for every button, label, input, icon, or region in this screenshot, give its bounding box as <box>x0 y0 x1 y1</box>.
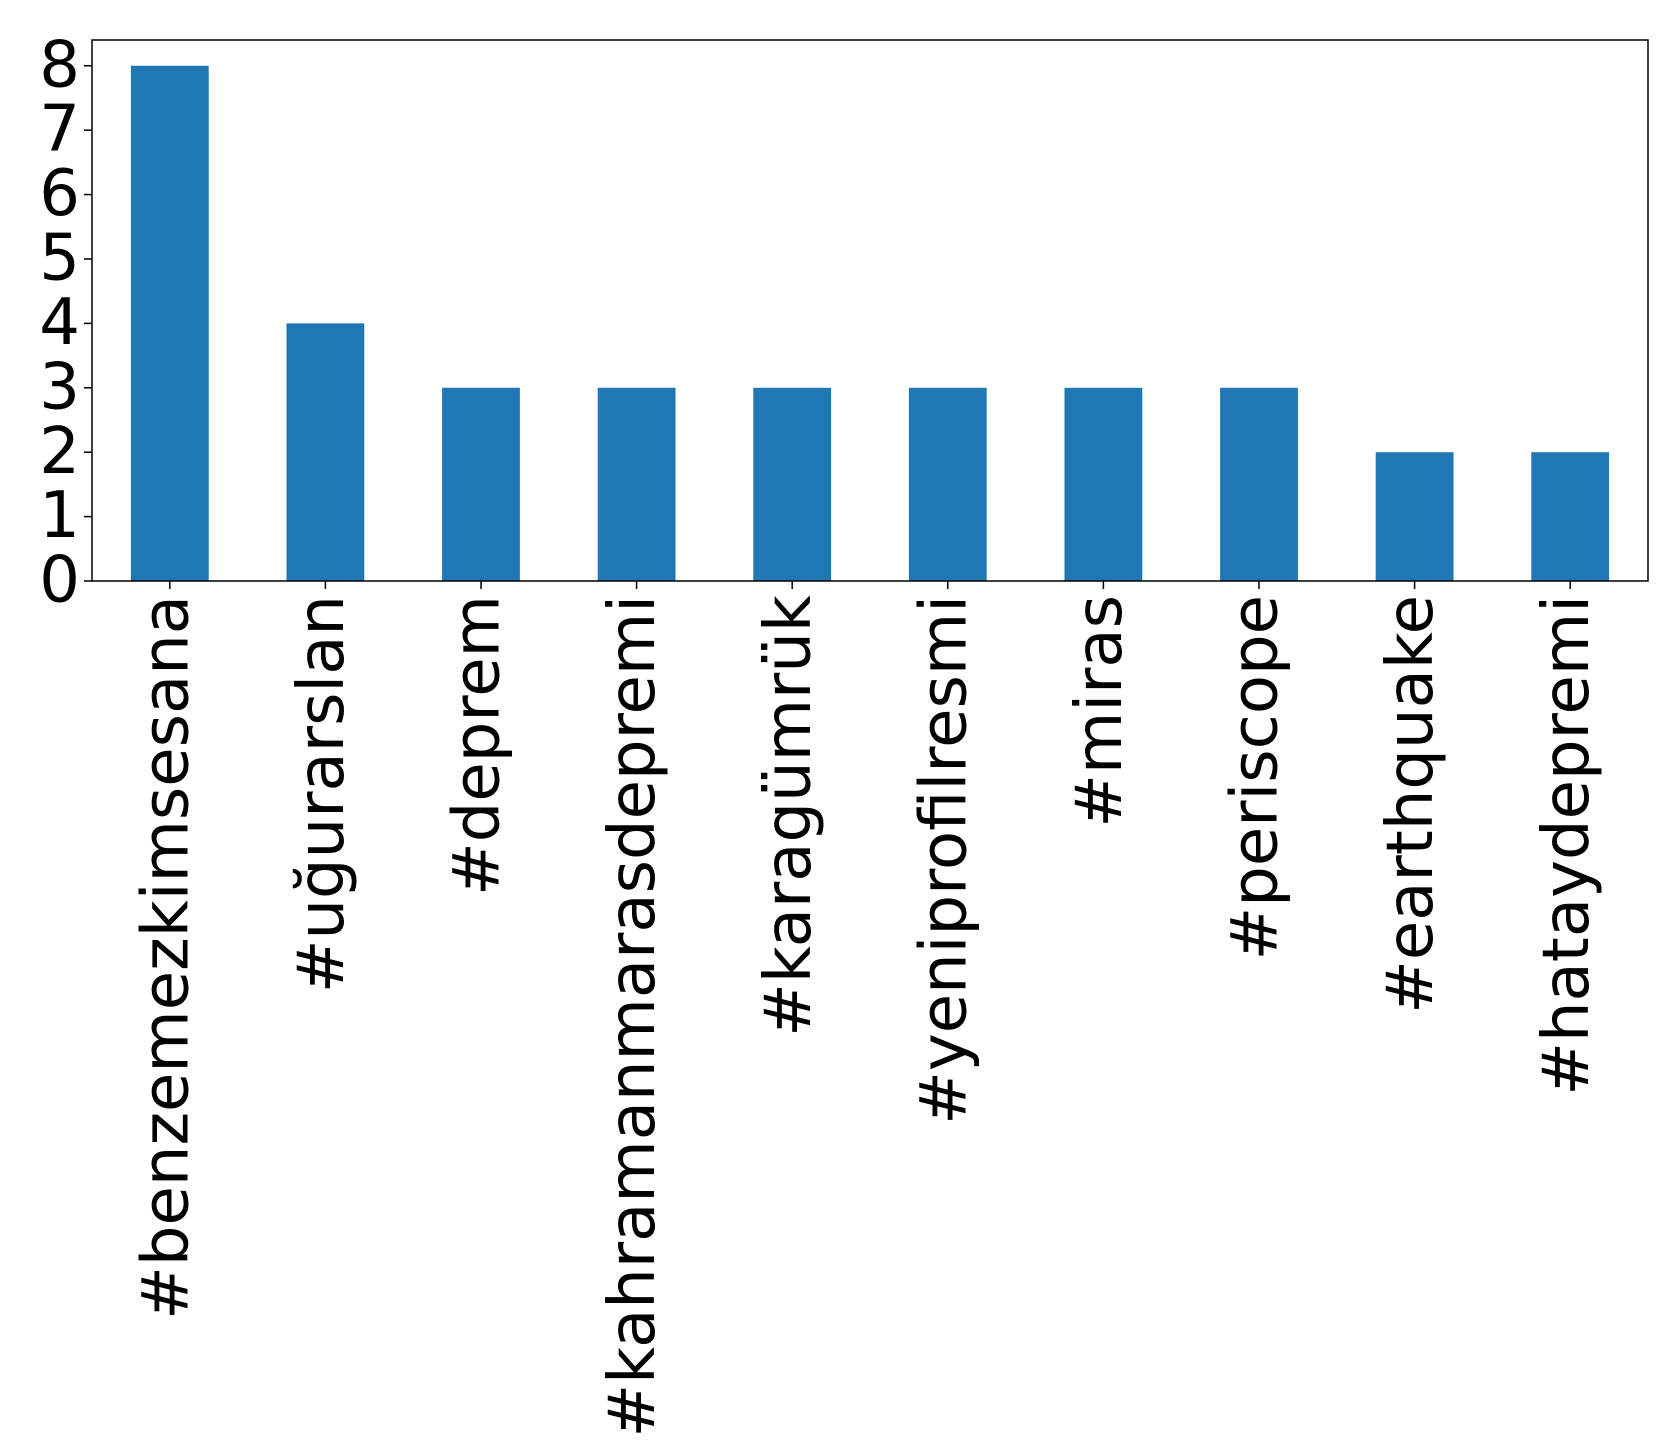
x-tick-label: #deprem <box>441 595 515 896</box>
bar <box>1064 387 1143 581</box>
y-tick-label: 1 <box>39 479 80 553</box>
y-tick-label: 4 <box>39 286 80 360</box>
bar <box>908 387 987 581</box>
x-tick-label: #benzemezkimsesana <box>129 595 203 1320</box>
x-tick-label: #yeniprofilresmi <box>907 595 981 1125</box>
axes-frame <box>91 39 1649 582</box>
bar <box>597 387 676 581</box>
x-tick-label: #miras <box>1063 595 1137 828</box>
x-tick-label: #earthquake <box>1374 595 1448 1014</box>
bar <box>1531 452 1610 581</box>
bar <box>286 323 365 581</box>
y-tick-label: 2 <box>39 415 80 489</box>
y-tick-label: 6 <box>39 157 80 231</box>
x-tick-label: #karagümrük <box>752 595 826 1037</box>
x-tick-label: #hataydepremi <box>1530 595 1604 1096</box>
x-tick-label: #uğurarslan <box>285 595 359 993</box>
x-tick-label: #kahramanmarasdepremi <box>596 595 670 1437</box>
y-tick-label: 8 <box>39 28 80 102</box>
y-tick-label: 0 <box>39 544 80 618</box>
y-tick-label: 7 <box>39 93 80 167</box>
bar <box>753 387 832 581</box>
y-tick-label: 5 <box>39 222 80 296</box>
bar <box>1220 387 1298 581</box>
x-tick-label: #periscope <box>1219 595 1293 960</box>
y-tick-label: 3 <box>39 350 80 424</box>
bar <box>1375 452 1454 581</box>
bar <box>130 65 209 581</box>
bar <box>442 387 520 581</box>
